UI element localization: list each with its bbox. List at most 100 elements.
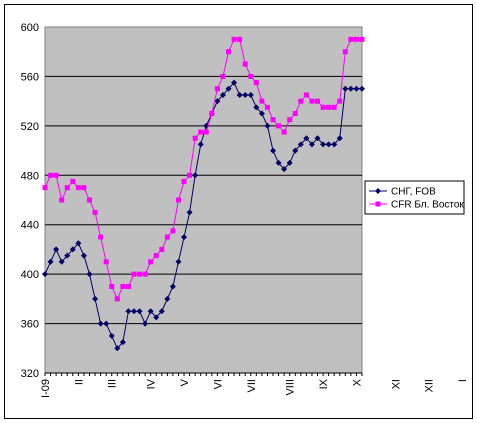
plot-area — [44, 26, 363, 374]
series-1-point — [353, 85, 360, 92]
series-1-point — [114, 345, 121, 352]
series-1-point — [64, 252, 71, 259]
y-tick-label: 320 — [21, 368, 39, 380]
series-1-point — [125, 308, 132, 315]
series-2-point — [175, 197, 181, 203]
series-2-point — [86, 197, 92, 203]
series-2-point — [303, 92, 309, 98]
series-1-point — [92, 295, 99, 302]
series-1-point — [258, 110, 265, 117]
plot-area-group — [44, 26, 363, 374]
series-2-point — [253, 80, 259, 86]
series-1-point — [175, 258, 182, 265]
series-2-point — [226, 49, 232, 55]
series-1-point — [325, 141, 332, 148]
series-2-point — [114, 296, 120, 302]
series-1-point — [130, 308, 137, 315]
series-1-point — [270, 147, 277, 154]
series-1-point — [219, 91, 226, 98]
series-2-point — [359, 36, 365, 42]
x-tick-label: IX — [318, 378, 330, 389]
series-2-point — [75, 185, 81, 191]
x-tick-label: XII — [424, 379, 436, 392]
series-2-point — [353, 36, 359, 42]
series-2-point — [109, 284, 115, 289]
series-2-point — [231, 36, 237, 42]
x-tick-label: X — [351, 378, 363, 386]
x-tick-label: VIII — [285, 379, 297, 396]
series-1-point — [192, 172, 199, 179]
series-1-point — [42, 271, 48, 278]
legend-label-1: СНГ, FOB — [391, 187, 436, 198]
series-1-point — [186, 209, 193, 216]
series-2-point — [148, 259, 154, 265]
series-1-point — [119, 339, 126, 346]
series-1-point — [336, 135, 343, 142]
series-1-point — [342, 85, 349, 92]
x-tick-label: VI — [212, 379, 224, 389]
series-1-point — [69, 246, 76, 253]
series-2-point — [120, 284, 126, 289]
series-1-point — [303, 135, 310, 142]
x-tick-label: V — [179, 378, 191, 386]
series-2-point — [281, 129, 287, 135]
series-1-point — [231, 79, 238, 86]
series-2-point — [131, 271, 137, 277]
y-tick-label: 560 — [21, 71, 39, 83]
series-2-point — [192, 135, 198, 141]
y-tick-label: 360 — [21, 319, 39, 331]
series-1-point — [264, 122, 271, 129]
series-2-point — [348, 36, 354, 42]
y-tick-label: 480 — [21, 170, 39, 182]
series-1-point — [181, 234, 188, 241]
series-2-point — [70, 178, 76, 184]
series-2-point — [331, 104, 337, 110]
series-1-point — [197, 141, 204, 148]
series-1-point — [292, 147, 299, 154]
series-2-point — [181, 178, 187, 184]
series-1-point — [297, 141, 304, 148]
series-1-point — [308, 141, 315, 148]
series-1-point — [75, 240, 82, 247]
series-2-point — [248, 73, 254, 79]
series-2-point — [203, 129, 209, 135]
series-1-point — [147, 308, 154, 315]
x-tick-label: XI — [390, 379, 402, 389]
series-1-point — [236, 91, 243, 98]
series-1-point — [281, 166, 288, 173]
series-1-point — [97, 320, 104, 327]
series-1-point — [225, 85, 232, 92]
series-2-point — [309, 98, 315, 104]
series-1-point — [275, 159, 282, 166]
series-2-point — [220, 73, 226, 79]
x-tick-label: VII — [246, 379, 258, 392]
x-tick-label: II — [73, 379, 85, 385]
series-1-point — [359, 85, 365, 92]
legend-marker-1 — [375, 188, 381, 194]
series-2-point — [92, 209, 98, 215]
series-2-point — [53, 172, 59, 178]
series-1-point — [314, 135, 321, 142]
series-2-point — [187, 172, 193, 178]
series-2-point — [259, 98, 265, 104]
series-2-point — [342, 49, 348, 55]
x-tick-label: IV — [146, 378, 158, 389]
series-2-point — [209, 111, 215, 116]
series-1-point — [203, 122, 210, 129]
series-1-point — [169, 283, 176, 290]
series-1-point — [158, 308, 165, 315]
series-1-point — [164, 295, 171, 302]
series-2-point — [276, 123, 282, 129]
legend-box — [364, 180, 465, 215]
series-1-point — [320, 141, 327, 148]
series-1-point — [47, 258, 54, 265]
series-1-point — [242, 91, 249, 98]
series-2-point — [153, 253, 159, 259]
series-2-point — [64, 185, 70, 191]
series-2-point — [315, 98, 321, 104]
legend: СНГ, FOB CFR Бл. Восток — [364, 180, 465, 215]
series-1-point — [103, 320, 110, 327]
x-tick-label: I — [457, 379, 469, 382]
series-2-point — [164, 234, 170, 240]
